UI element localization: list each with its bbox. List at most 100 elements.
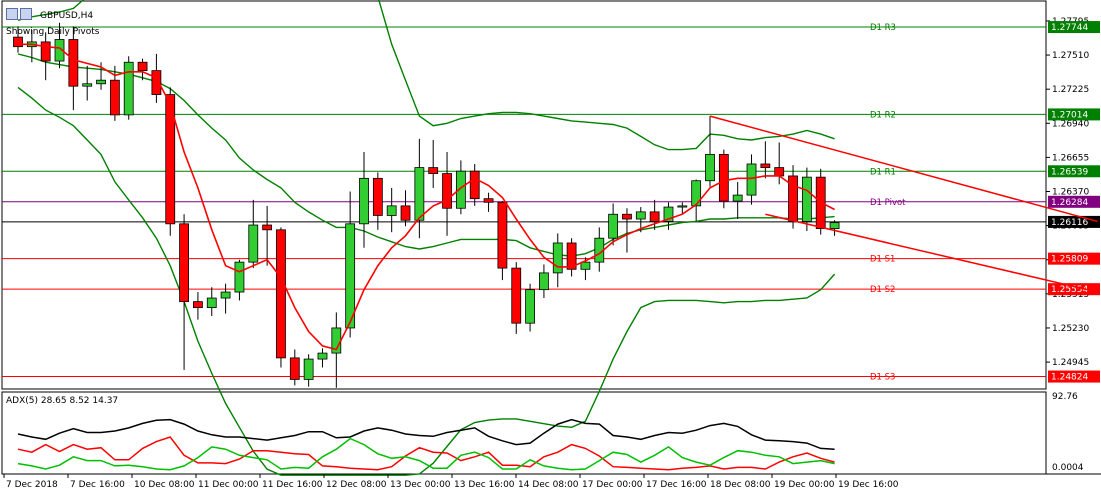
bull-candle	[801, 176, 812, 222]
bear-candle	[289, 357, 300, 380]
bull-candle	[746, 163, 757, 196]
adx-plus-di-line	[17, 437, 835, 471]
bull-candle	[829, 222, 840, 230]
pivot-price-badge	[1048, 108, 1100, 121]
time-tick-label: 11 Dec 16:00	[262, 480, 323, 490]
time-tick-label: 10 Dec 08:00	[134, 480, 195, 490]
bull-candle	[345, 223, 356, 329]
price-tick-label: 1.26655	[1052, 153, 1089, 163]
adx-tick-label: 92.76	[1052, 392, 1078, 402]
bull-candle	[82, 83, 93, 87]
bull-candle	[663, 206, 674, 222]
bear-candle	[262, 224, 273, 231]
pivot-price-label: 1.27014	[1051, 110, 1088, 120]
bid-price-label: 1.26116	[1051, 218, 1088, 228]
pivot-name-label: D1 Pivot	[870, 198, 906, 208]
adx-title: ADX(5) 28.65 8.52 14.37	[6, 396, 118, 406]
bull-candle	[359, 177, 369, 225]
time-tick-label: 17 Dec 00:00	[582, 480, 643, 490]
chart-subtitle: Showing Daily Pivots	[6, 27, 100, 37]
time-tick-label: 19 Dec 00:00	[774, 480, 835, 490]
bear-candle	[428, 167, 439, 174]
bull-candle	[552, 242, 563, 274]
price-tick-label: 1.24945	[1052, 358, 1089, 368]
pivot-price-badge	[1048, 165, 1100, 178]
bull-candle	[539, 272, 549, 291]
time-tick-label: 11 Dec 00:00	[198, 480, 259, 490]
bollinger-lower-band	[17, 86, 836, 476]
bull-candle	[414, 167, 425, 221]
pivot-name-label: D1 R3	[870, 23, 896, 33]
bull-candle	[580, 261, 591, 270]
pivot-price-badge	[1048, 21, 1100, 34]
adx-minus-di-line	[17, 436, 835, 471]
bull-candle	[732, 194, 743, 202]
time-tick-label: 7 Dec 16:00	[70, 480, 125, 490]
bear-candle	[469, 170, 480, 200]
bear-candle	[151, 70, 162, 95]
bull-candle	[386, 205, 397, 216]
bear-candle	[511, 267, 522, 324]
bear-candle	[40, 41, 51, 62]
bull-candle	[234, 261, 245, 293]
bull-candle	[455, 170, 466, 209]
bull-candle	[123, 61, 134, 116]
symbol-window-icon	[6, 8, 36, 20]
pivot-name-label: D1 S2	[870, 285, 895, 295]
price-tick-label: 1.25230	[1052, 324, 1089, 334]
adx-tick-label: 0.0004	[1052, 463, 1084, 473]
main-pane-frame	[1, 0, 1047, 390]
bear-candle	[193, 301, 203, 309]
bull-candle	[96, 79, 106, 85]
chart-title: GBPUSD,H4	[40, 11, 93, 21]
pivot-price-label: 1.25809	[1051, 255, 1088, 265]
bear-candle	[68, 39, 79, 87]
bull-candle	[206, 297, 217, 309]
bear-candle	[372, 177, 383, 216]
pivot-price-label: 1.26284	[1051, 198, 1088, 208]
bear-candle	[483, 198, 494, 203]
bear-candle	[165, 94, 176, 225]
bull-candle	[608, 213, 619, 239]
trendline	[765, 213, 1098, 293]
bear-candle	[109, 79, 120, 116]
bull-candle	[248, 224, 259, 263]
bull-candle	[705, 154, 715, 182]
price-tick-label: 1.27510	[1052, 51, 1089, 61]
bull-candle	[677, 205, 688, 208]
time-tick-label: 18 Dec 08:00	[710, 480, 771, 490]
pivot-price-label: 1.25554	[1051, 285, 1088, 295]
pivot-name-label: D1 R2	[870, 110, 896, 120]
bull-candle	[525, 289, 535, 324]
bear-candle	[400, 205, 411, 221]
bull-candle	[635, 211, 646, 220]
time-tick-label: 12 Dec 08:00	[326, 480, 387, 490]
bear-candle	[649, 211, 660, 222]
bear-candle	[276, 229, 286, 359]
moving-average-line	[18, 43, 835, 351]
bear-candle	[179, 223, 189, 303]
pivot-price-label: 1.24824	[1051, 373, 1088, 383]
price-tick-label: 1.26940	[1052, 119, 1089, 129]
bull-candle	[54, 39, 65, 62]
time-tick-label: 17 Dec 16:00	[646, 480, 707, 490]
time-tick-label: 19 Dec 16:00	[838, 480, 899, 490]
pivot-price-label: 1.27744	[1051, 23, 1088, 33]
bear-candle	[442, 173, 452, 209]
time-tick-label: 13 Dec 16:00	[454, 480, 515, 490]
bear-candle	[760, 163, 771, 168]
price-tick-label: 1.27225	[1052, 85, 1089, 95]
bear-candle	[774, 167, 785, 177]
pivot-name-label: D1 R1	[870, 167, 896, 177]
trendline	[709, 115, 1098, 223]
bull-candle	[317, 352, 328, 360]
time-tick-label: 13 Dec 00:00	[390, 480, 451, 490]
adx-main-line	[17, 418, 835, 450]
bear-candle	[137, 61, 148, 72]
bear-candle	[566, 242, 577, 270]
time-tick-label: 14 Dec 08:00	[518, 480, 579, 490]
pivot-price-label: 1.26539	[1051, 167, 1088, 177]
pivot-name-label: D1 S3	[870, 373, 895, 383]
